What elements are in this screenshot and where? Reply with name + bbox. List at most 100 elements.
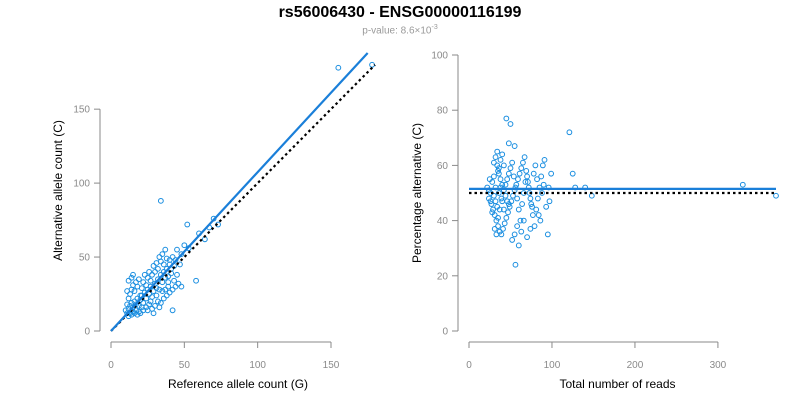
data-point <box>499 198 506 205</box>
data-point <box>513 181 520 188</box>
plot-1: 0 50 100 150 0 50 100 150 Reference allele count… <box>51 52 376 391</box>
data-point <box>163 255 170 262</box>
data-point <box>143 295 150 302</box>
data-point <box>125 313 132 320</box>
data-point <box>546 198 553 205</box>
data-point <box>141 271 148 278</box>
data-point <box>773 192 779 199</box>
data-point <box>169 254 176 260</box>
data-point <box>157 197 164 204</box>
x-axis-label: Reference allele count (G) <box>168 377 308 391</box>
data-point <box>516 170 523 177</box>
data-point <box>510 173 517 180</box>
data-point <box>172 283 179 290</box>
p-value-text: p-value: 8.6×10 <box>362 25 432 37</box>
data-point <box>171 277 177 284</box>
data-point <box>514 195 521 202</box>
data-point <box>566 129 573 136</box>
data-point <box>506 203 513 210</box>
data-point <box>507 121 514 127</box>
x-tick-label: 200 <box>627 360 644 371</box>
data-point <box>144 307 151 314</box>
data-point <box>124 301 131 308</box>
y-tick-label: 40 <box>437 216 449 227</box>
data-point <box>494 148 501 155</box>
data-point <box>155 265 161 272</box>
data-point <box>540 181 547 188</box>
y-tick-label: 0 <box>84 327 90 338</box>
data-point <box>335 64 342 71</box>
data-point <box>548 170 555 177</box>
data-point <box>147 277 154 284</box>
data-point <box>130 271 136 278</box>
plot-2: 0 100 200 300 0 20 40 60 80 100 Total number of re… <box>410 51 779 391</box>
data-point <box>505 170 512 177</box>
data-point <box>517 217 524 224</box>
data-point <box>502 192 509 199</box>
data-point <box>127 302 133 309</box>
data-point <box>543 203 550 210</box>
data-point <box>509 159 516 166</box>
data-point <box>490 159 497 166</box>
data-point <box>503 214 510 221</box>
data-point <box>519 201 526 207</box>
data-point <box>131 288 138 294</box>
y-tick-label: 60 <box>437 161 449 172</box>
data-point <box>488 201 495 207</box>
data-point <box>155 298 161 305</box>
data-point <box>501 220 508 227</box>
data-point <box>165 279 172 286</box>
data-point <box>493 231 500 238</box>
data-point <box>491 225 498 232</box>
data-point <box>505 209 511 216</box>
data-point <box>175 280 182 287</box>
fit-line <box>110 52 369 332</box>
data-point <box>507 165 514 172</box>
data-point <box>739 181 746 188</box>
data-point <box>534 195 541 202</box>
y-tick-label: 20 <box>437 271 449 282</box>
data-point <box>169 286 176 293</box>
data-point <box>530 170 537 177</box>
y-axis-label: Percentage alternative (C) <box>410 123 424 263</box>
data-point <box>166 289 173 296</box>
y-tick-label: 100 <box>431 51 448 62</box>
data-point <box>541 156 548 163</box>
data-point <box>520 159 526 166</box>
data-point <box>512 261 519 268</box>
data-point <box>521 154 528 161</box>
data-point <box>500 225 506 232</box>
data-point <box>502 181 509 188</box>
data-point <box>150 263 157 269</box>
data-point <box>124 288 131 294</box>
data-point <box>147 298 154 305</box>
data-point <box>537 217 544 224</box>
data-point <box>156 304 163 311</box>
data-point <box>174 271 180 278</box>
data-point <box>495 214 501 221</box>
data-point <box>529 212 536 218</box>
data-point <box>128 274 135 281</box>
data-point <box>496 206 503 213</box>
data-point <box>495 190 502 196</box>
data-point <box>492 154 499 161</box>
data-point <box>159 251 166 257</box>
data-point <box>505 201 512 207</box>
data-point <box>125 277 132 284</box>
y-tick-label: 150 <box>73 105 90 116</box>
data-point <box>518 165 525 172</box>
data-point <box>160 295 167 302</box>
data-point <box>146 268 153 275</box>
data-point <box>524 234 530 241</box>
data-point <box>178 283 185 290</box>
data-point <box>181 242 188 249</box>
x-tick-label: 100 <box>249 360 266 371</box>
data-point <box>505 140 512 147</box>
data-point <box>138 285 145 292</box>
x-axis-label: Total number of reads <box>559 377 675 391</box>
data-point <box>509 237 516 243</box>
y-tick-label: 80 <box>437 106 449 117</box>
data-point <box>495 165 502 172</box>
data-point <box>492 198 499 205</box>
